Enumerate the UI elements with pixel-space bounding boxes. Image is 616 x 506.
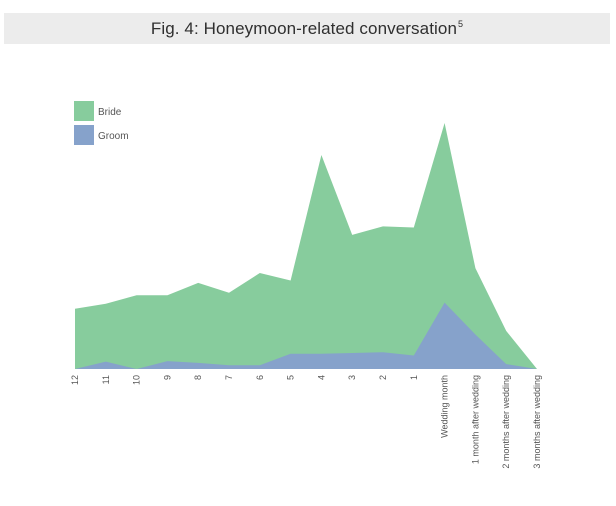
x-tick-label-8: 8 — [193, 375, 203, 380]
x-tick-label-5: 5 — [286, 375, 296, 380]
x-tick-label-3: 3 — [347, 375, 357, 380]
x-tick-label-2: 2 — [378, 375, 388, 380]
figure-title: Fig. 4: Honeymoon-related conversation5 — [151, 19, 463, 39]
x-tick-label-9: 9 — [162, 375, 172, 380]
x-tick-label-4: 4 — [316, 375, 326, 380]
figure-title-text: Fig. 4: Honeymoon-related conversation — [150, 18, 458, 38]
x-axis-tick-labels: 12 11 10 9 8 7 6 5 4 3 2 1 Wedding month 1 month afte… — [70, 375, 542, 469]
x-tick-label-1: 1 — [409, 375, 419, 380]
chart-legend: Bride Groom — [74, 101, 129, 145]
x-tick-label-2-months-after-wedding: 2 months after wedding — [501, 375, 511, 469]
legend-label-groom: Groom — [98, 131, 129, 142]
legend-label-bride: Bride — [98, 107, 122, 118]
chart-areas — [75, 123, 537, 369]
x-tick-label-1-month-after-wedding: 1 month after wedding — [470, 375, 480, 464]
area-series-bride — [75, 123, 537, 369]
x-tick-label-10: 10 — [132, 375, 142, 385]
x-tick-label-wedding-month: Wedding month — [440, 375, 450, 438]
figure-title-bar: Fig. 4: Honeymoon-related conversation5 — [4, 13, 610, 44]
x-tick-label-7: 7 — [224, 375, 234, 380]
x-tick-label-3-months-after-wedding: 3 months after wedding — [532, 375, 542, 469]
legend-swatch-groom — [74, 125, 94, 145]
area-series-groom — [75, 302, 537, 369]
footnote-mark: 5 — [458, 18, 464, 29]
legend-swatch-bride — [74, 101, 94, 121]
x-tick-label-11: 11 — [101, 375, 111, 384]
x-tick-label-6: 6 — [255, 375, 265, 380]
x-tick-label-12: 12 — [70, 375, 80, 385]
